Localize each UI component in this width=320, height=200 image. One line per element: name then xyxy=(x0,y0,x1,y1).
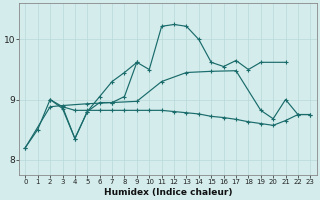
X-axis label: Humidex (Indice chaleur): Humidex (Indice chaleur) xyxy=(104,188,232,197)
